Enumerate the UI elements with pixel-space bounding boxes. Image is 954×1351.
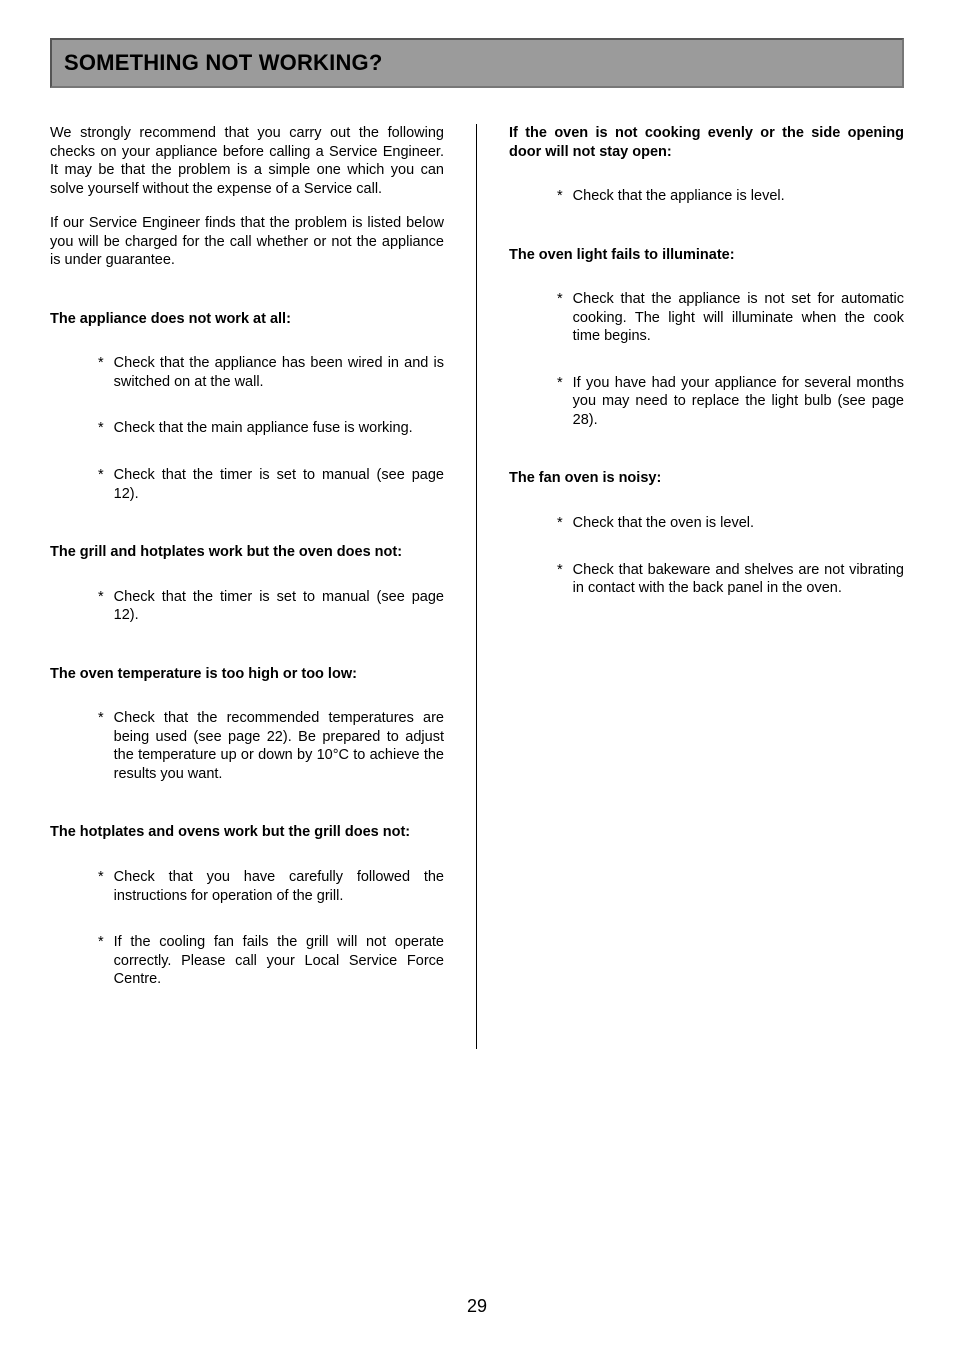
title-bar: SOMETHING NOT WORKING?	[50, 38, 904, 88]
bullet-text: Check that the appliance is level.	[573, 187, 904, 206]
bullet-text: Check that the timer is set to manual (s…	[114, 588, 444, 625]
list-item: * Check that bakeware and shelves are not…	[557, 561, 904, 598]
section-heading: The hotplates and ovens work but the gri…	[50, 823, 444, 842]
bullet-text: Check that the oven is level.	[573, 514, 904, 533]
list-item: * Check that the appliance has been wired…	[98, 354, 444, 391]
list-item: *If the cooling fan fails the grill will…	[98, 933, 444, 989]
bullet-text: If the cooling fan fails the grill will …	[114, 933, 444, 989]
list-item: * Check that the oven is level.	[557, 514, 904, 533]
section-heading: The oven light fails to illuminate:	[509, 246, 904, 265]
bullet-text: Check that the main appliance fuse is wo…	[114, 419, 444, 438]
two-column-layout: We strongly recommend that you carry out…	[50, 124, 904, 1049]
asterisk-icon: *	[557, 514, 563, 533]
page-title: SOMETHING NOT WORKING?	[64, 50, 890, 76]
section-heading: The grill and hotplates work but the ove…	[50, 543, 444, 562]
list-item: * Check that the appliance is level.	[557, 187, 904, 206]
asterisk-icon: *	[557, 187, 563, 206]
page-content: SOMETHING NOT WORKING? We strongly recom…	[50, 38, 904, 1049]
list-item: *Check that the appliance is not set for…	[557, 290, 904, 346]
list-item: * Check that the timer is set to manual (…	[98, 466, 444, 503]
asterisk-icon: *	[98, 709, 104, 783]
bullet-text: Check that the timer is set to manual (s…	[114, 466, 444, 503]
bullet-text: Check that bakeware and shelves are not …	[573, 561, 904, 598]
left-column: We strongly recommend that you carry out…	[50, 124, 477, 1049]
list-item: * Check that the main appliance fuse is w…	[98, 419, 444, 438]
asterisk-icon: *	[98, 466, 104, 503]
bullet-text: Check that the appliance has been wired …	[114, 354, 444, 391]
asterisk-icon: *	[557, 374, 563, 430]
list-item: *If you have had your appliance for seve…	[557, 374, 904, 430]
bullet-text: If you have had your appliance for sever…	[573, 374, 904, 430]
bullet-text: Check that the appliance is not set for …	[573, 290, 904, 346]
section-heading: The oven temperature is too high or too …	[50, 665, 444, 684]
asterisk-icon: *	[557, 561, 563, 598]
section-heading: The appliance does not work at all:	[50, 310, 444, 329]
intro-paragraph: We strongly recommend that you carry out…	[50, 124, 444, 198]
section-heading: If the oven is not cooking evenly or the…	[509, 124, 904, 161]
asterisk-icon: *	[98, 419, 104, 438]
asterisk-icon: *	[98, 354, 104, 391]
asterisk-icon: *	[98, 933, 104, 989]
asterisk-icon: *	[98, 588, 104, 625]
asterisk-icon: *	[557, 290, 563, 346]
intro-paragraph: If our Service Engineer finds that the p…	[50, 214, 444, 270]
section-heading: The fan oven is noisy:	[509, 469, 904, 488]
bullet-text: Check that the recommended temperatures …	[114, 709, 444, 783]
list-item: *Check that the recommended temperatures…	[98, 709, 444, 783]
asterisk-icon: *	[98, 868, 104, 905]
right-column: If the oven is not cooking evenly or the…	[477, 124, 904, 1049]
list-item: * Check that you have carefully followed …	[98, 868, 444, 905]
bullet-text: Check that you have carefully followed t…	[114, 868, 444, 905]
page-number: 29	[0, 1296, 954, 1317]
list-item: * Check that the timer is set to manual (…	[98, 588, 444, 625]
